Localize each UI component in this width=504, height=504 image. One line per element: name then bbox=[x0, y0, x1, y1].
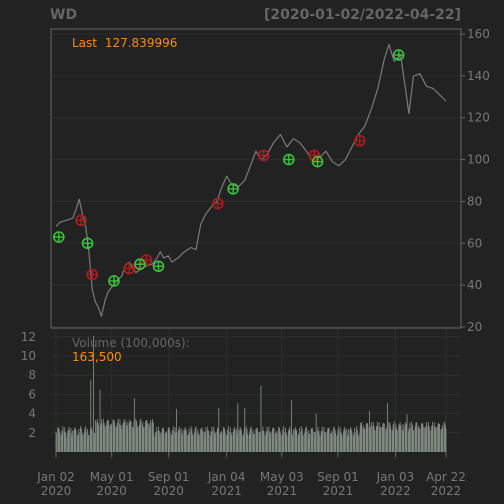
price-series bbox=[55, 43, 447, 318]
buy-signal-marker bbox=[311, 155, 324, 168]
x-tick-label: Sep 01 bbox=[148, 470, 190, 484]
last-price-value: 127.839996 bbox=[105, 36, 178, 50]
sell-signal-marker bbox=[86, 268, 98, 281]
x-tick-year-label: 2022 bbox=[380, 484, 411, 498]
x-tick-label: Jan 02 bbox=[36, 470, 75, 484]
price-tick-label: 60 bbox=[467, 236, 482, 250]
buy-signal-marker bbox=[81, 237, 94, 250]
sell-signal-marker bbox=[123, 262, 136, 275]
price-tick-label: 140 bbox=[467, 69, 490, 83]
price-tick-label: 100 bbox=[467, 153, 490, 167]
buy-signal-marker bbox=[227, 183, 239, 195]
x-tick-year-label: 2021 bbox=[267, 484, 298, 498]
volume-tick-label: 8 bbox=[28, 368, 36, 382]
volume-tick-label: 4 bbox=[28, 407, 36, 421]
buy-signal-marker bbox=[282, 153, 295, 166]
last-price-prefix: Last bbox=[72, 36, 97, 50]
volume-tick-label: 2 bbox=[28, 426, 36, 440]
price-tick-label: 20 bbox=[467, 320, 482, 334]
x-tick-label: Jan 03 bbox=[376, 470, 415, 484]
buy-signal-marker bbox=[108, 275, 120, 287]
price-line bbox=[55, 43, 447, 318]
sell-signal-marker bbox=[353, 134, 366, 147]
x-tick-label: May 01 bbox=[90, 470, 134, 484]
chart-symbol-title: WD bbox=[50, 7, 77, 23]
chart-date-range: [2020-01-02/2022-04-22] bbox=[264, 7, 461, 23]
sell-signal-marker bbox=[212, 197, 224, 210]
volume-bars bbox=[55, 335, 447, 452]
volume-panel-label: Volume (100,000s): bbox=[72, 336, 190, 350]
buy-signal-marker bbox=[152, 260, 165, 273]
volume-tick-label: 6 bbox=[28, 387, 36, 401]
x-tick-year-label: 2020 bbox=[153, 484, 184, 498]
volume-tick-label: 12 bbox=[21, 330, 36, 344]
sell-signal-marker bbox=[257, 149, 270, 162]
x-tick-year-label: 2022 bbox=[431, 484, 462, 498]
buy-signal-marker bbox=[134, 258, 146, 271]
x-tick-label: May 03 bbox=[260, 470, 304, 484]
volume-tick-label: 10 bbox=[21, 349, 36, 363]
price-y-axis: 20 40 60 80 100 120 140 160 bbox=[461, 27, 490, 334]
volume-last-value: 163,500 bbox=[72, 350, 122, 364]
last-price-label: Last 127.839996 bbox=[72, 36, 177, 50]
x-tick-year-label: 2021 bbox=[211, 484, 242, 498]
price-tick-label: 80 bbox=[467, 194, 482, 208]
x-tick-year-label: 2021 bbox=[323, 484, 354, 498]
buy-signal-marker bbox=[52, 231, 65, 243]
x-tick-label: Sep 01 bbox=[317, 470, 359, 484]
x-tick-year-label: 2020 bbox=[41, 484, 72, 498]
price-gridlines bbox=[51, 33, 461, 328]
price-tick-label: 160 bbox=[467, 27, 490, 41]
price-tick-label: 40 bbox=[467, 278, 482, 292]
trade-signals bbox=[52, 49, 405, 287]
volume-y-axis: 2 4 6 8 10 12 bbox=[21, 330, 36, 440]
x-tick-label: Jan 04 bbox=[207, 470, 246, 484]
buy-signal-marker bbox=[392, 49, 405, 61]
sell-signal-marker bbox=[308, 149, 321, 162]
price-tick-label: 120 bbox=[467, 111, 490, 125]
sell-signal-marker bbox=[75, 214, 87, 227]
x-tick-year-label: 2020 bbox=[96, 484, 127, 498]
x-tick-label: Apr 22 bbox=[426, 470, 466, 484]
